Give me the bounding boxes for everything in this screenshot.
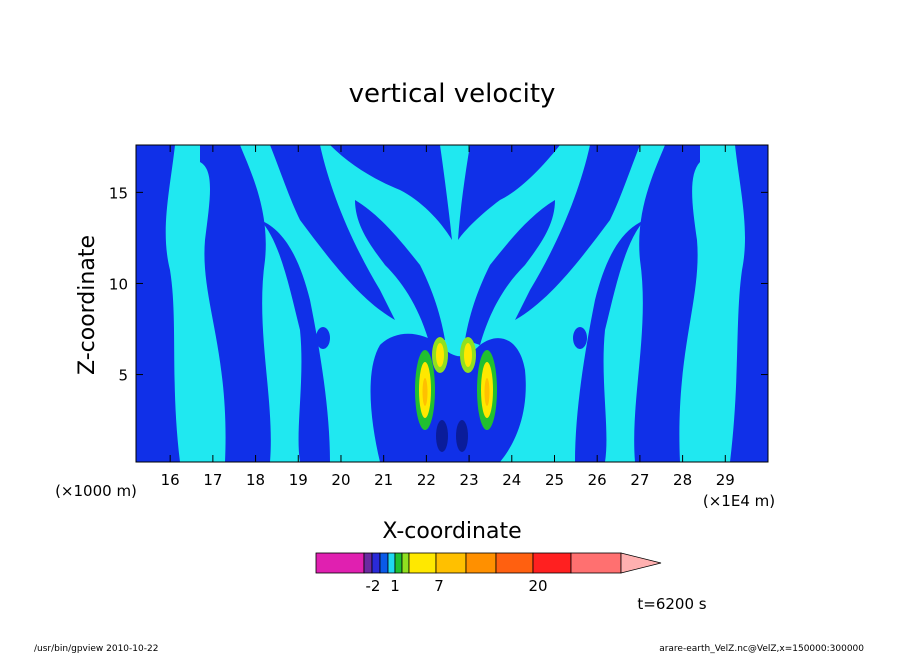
colorbar-tick-label: -2	[366, 577, 381, 595]
contour-field	[136, 145, 768, 462]
colorbar-extend-arrow	[620, 552, 662, 574]
x-tick-label: 26	[588, 471, 607, 489]
colorbar-segment	[408, 552, 437, 574]
y-tick-label: 10	[109, 275, 128, 293]
x-unit-right: (×1E4 m)	[703, 492, 775, 510]
negative-region	[634, 145, 700, 462]
negative-core	[436, 420, 448, 452]
negative-region	[270, 145, 395, 320]
x-tick-label: 27	[630, 471, 649, 489]
colorbar-tick-label: 20	[528, 577, 547, 595]
x-tick-label: 20	[331, 471, 350, 489]
colorbar-segment	[363, 552, 373, 574]
x-axis-ticks: 16 17 18 19 20 21 22 23 24 25 26 27 28 29	[161, 145, 735, 489]
negative-core	[456, 420, 468, 452]
negative-region	[330, 145, 452, 240]
negative-region	[316, 327, 330, 349]
x-tick-label: 16	[161, 471, 180, 489]
footer-left: /usr/bin/gpview 2010-10-22	[34, 644, 158, 654]
x-tick-label: 18	[246, 471, 265, 489]
positive-max	[422, 378, 428, 406]
colorbar-segment	[315, 552, 365, 574]
x-tick-label: 29	[716, 471, 735, 489]
x-tick-label: 25	[545, 471, 564, 489]
colorbar-tick-label: 7	[434, 577, 444, 595]
y-axis-ticks: 15 10 5	[109, 184, 768, 385]
x-tick-label: 28	[673, 471, 692, 489]
colorbar-tick-label: 1	[390, 577, 400, 595]
y-tick-label: 15	[109, 184, 128, 202]
negative-region	[573, 327, 587, 349]
colorbar-segment	[570, 552, 622, 574]
x-tick-label: 22	[417, 471, 436, 489]
colorbar-segment	[371, 552, 381, 574]
negative-region	[370, 333, 526, 462]
colorbar-segment	[401, 552, 410, 574]
positive-core	[464, 343, 472, 367]
negative-region	[575, 220, 645, 462]
plot-frame	[135, 144, 769, 463]
negative-region	[200, 145, 271, 462]
x-unit-left: (×1000 m)	[55, 482, 137, 500]
colorbar-segment	[532, 552, 572, 574]
y-axis-label: Z-coordinate	[75, 235, 100, 375]
negative-region	[136, 145, 180, 462]
x-tick-label: 21	[374, 471, 393, 489]
negative-region	[260, 220, 330, 462]
footer-right: arare-earth_VelZ.nc@VelZ,x=150000:300000	[659, 644, 864, 654]
x-tick-label: 17	[203, 471, 222, 489]
x-tick-label: 19	[289, 471, 308, 489]
x-axis-label: X-coordinate	[382, 519, 521, 544]
colorbar-segment	[387, 552, 396, 574]
x-tick-label: 23	[460, 471, 479, 489]
colorbar-labels: -2 1 7 20	[366, 577, 548, 595]
chart-title: vertical velocity	[349, 79, 556, 109]
negative-region	[515, 145, 640, 320]
negative-region	[355, 200, 445, 345]
near-zero-region	[446, 247, 458, 271]
negative-region	[458, 145, 560, 240]
x-tick-label: 24	[502, 471, 521, 489]
colorbar-segment	[435, 552, 467, 574]
negative-region	[730, 145, 768, 462]
colorbar-segment	[495, 552, 534, 574]
colorbar	[315, 552, 662, 574]
positive-core	[436, 343, 444, 367]
colorbar-segment	[465, 552, 497, 574]
positive-max	[484, 378, 490, 406]
y-tick-label: 5	[118, 367, 128, 385]
colorbar-segment	[379, 552, 389, 574]
colorbar-segment	[394, 552, 403, 574]
negative-region	[465, 200, 555, 345]
time-label: t=6200 s	[637, 595, 706, 613]
